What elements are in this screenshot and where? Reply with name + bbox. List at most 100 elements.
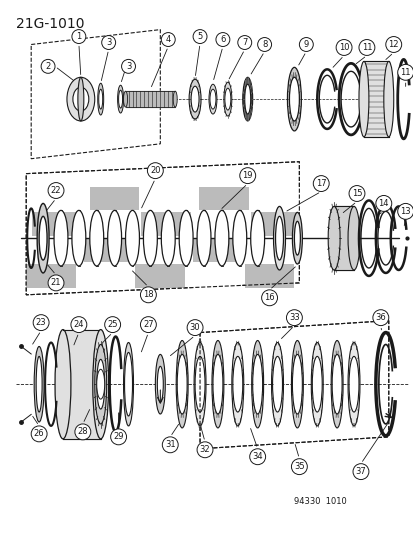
Ellipse shape [36, 357, 42, 412]
Ellipse shape [292, 354, 301, 414]
Ellipse shape [287, 67, 301, 131]
Ellipse shape [358, 61, 368, 137]
Ellipse shape [271, 343, 283, 426]
Circle shape [299, 37, 313, 52]
Bar [192, 238, 242, 262]
Ellipse shape [232, 211, 246, 266]
Ellipse shape [272, 357, 282, 412]
Circle shape [121, 59, 135, 74]
Text: 11: 11 [399, 68, 410, 77]
Ellipse shape [292, 212, 301, 264]
Ellipse shape [173, 91, 177, 107]
Ellipse shape [93, 329, 108, 439]
Ellipse shape [294, 221, 300, 255]
Text: 2: 2 [45, 62, 50, 71]
Circle shape [187, 320, 202, 336]
Text: 29: 29 [113, 432, 123, 441]
Text: 8: 8 [261, 40, 267, 49]
Ellipse shape [123, 343, 133, 426]
Ellipse shape [348, 357, 358, 412]
Text: 94330  1010: 94330 1010 [294, 497, 347, 506]
Circle shape [48, 183, 64, 198]
Text: 28: 28 [77, 427, 88, 437]
Text: 13: 13 [399, 207, 410, 216]
Circle shape [41, 59, 55, 74]
Text: 36: 36 [375, 313, 385, 322]
Circle shape [197, 442, 212, 458]
Text: 11: 11 [361, 43, 371, 52]
Text: 3: 3 [106, 38, 111, 47]
Ellipse shape [244, 84, 250, 114]
Polygon shape [199, 321, 388, 449]
Bar [87, 212, 136, 236]
Ellipse shape [223, 82, 231, 116]
Circle shape [352, 464, 368, 480]
Ellipse shape [211, 341, 223, 428]
Bar [199, 187, 248, 211]
Text: 6: 6 [220, 35, 225, 44]
Circle shape [372, 310, 388, 326]
Ellipse shape [347, 343, 359, 426]
Ellipse shape [95, 344, 107, 424]
Ellipse shape [197, 211, 211, 266]
Circle shape [33, 314, 49, 330]
Polygon shape [31, 30, 160, 159]
Text: 35: 35 [293, 462, 304, 471]
Ellipse shape [212, 354, 222, 414]
Ellipse shape [97, 83, 103, 115]
Bar [90, 187, 139, 211]
Ellipse shape [311, 357, 321, 412]
Circle shape [104, 317, 120, 333]
Text: 14: 14 [377, 199, 388, 208]
Circle shape [313, 175, 328, 191]
Circle shape [161, 33, 175, 46]
Circle shape [286, 310, 301, 326]
Text: 24: 24 [74, 320, 84, 329]
Circle shape [75, 424, 90, 440]
Circle shape [140, 317, 156, 333]
Ellipse shape [383, 61, 393, 137]
Ellipse shape [291, 341, 303, 428]
Ellipse shape [289, 77, 299, 121]
Ellipse shape [97, 359, 104, 409]
Ellipse shape [194, 343, 206, 426]
Ellipse shape [90, 211, 103, 266]
Text: 31: 31 [164, 440, 175, 449]
Ellipse shape [67, 77, 95, 121]
Text: 1: 1 [76, 32, 81, 41]
Ellipse shape [117, 85, 123, 113]
Bar [81, 264, 130, 288]
Circle shape [110, 429, 126, 445]
Ellipse shape [176, 341, 188, 428]
Bar [141, 212, 191, 236]
Ellipse shape [125, 211, 139, 266]
Text: 7: 7 [242, 38, 247, 47]
Ellipse shape [189, 79, 201, 119]
Bar [138, 238, 188, 262]
Ellipse shape [54, 211, 68, 266]
Text: 27: 27 [143, 320, 153, 329]
Ellipse shape [78, 77, 83, 121]
Circle shape [102, 36, 115, 50]
Circle shape [140, 287, 156, 303]
Ellipse shape [161, 211, 175, 266]
Ellipse shape [250, 211, 264, 266]
Text: 5: 5 [197, 32, 202, 41]
Ellipse shape [34, 346, 44, 422]
Text: 26: 26 [34, 430, 44, 438]
Ellipse shape [273, 206, 285, 270]
Polygon shape [26, 161, 299, 295]
Ellipse shape [191, 86, 199, 112]
Ellipse shape [179, 211, 192, 266]
Text: 20: 20 [150, 166, 160, 175]
Circle shape [239, 168, 255, 183]
Text: 9: 9 [303, 40, 308, 49]
Bar [250, 212, 300, 236]
Text: 18: 18 [143, 290, 153, 300]
Text: 22: 22 [51, 186, 61, 195]
Ellipse shape [155, 354, 165, 414]
Ellipse shape [98, 89, 102, 109]
Circle shape [375, 196, 391, 212]
Text: 15: 15 [351, 189, 361, 198]
Ellipse shape [330, 341, 342, 428]
